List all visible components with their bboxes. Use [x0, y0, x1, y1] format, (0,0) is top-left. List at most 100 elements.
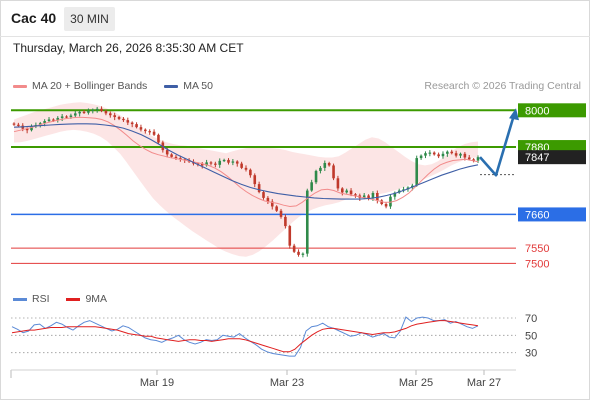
candle-body — [231, 161, 235, 163]
ma9-swatch — [66, 297, 81, 301]
candle-body — [12, 123, 16, 125]
candle-body — [428, 152, 432, 154]
legend-ma50: MA 50 — [164, 80, 213, 92]
candle-body — [341, 188, 344, 193]
price-legend: MA 20 + Bollinger Bands MA 50 — [13, 80, 227, 92]
level-label-7500: 7500 — [525, 258, 549, 270]
candle-body — [122, 118, 125, 121]
rsi-legend: RSI 9MA — [13, 293, 121, 305]
header-divider — [0, 36, 590, 37]
legend-rsi-label: RSI — [32, 293, 50, 305]
candle-body — [376, 192, 379, 201]
candle-body — [30, 126, 33, 131]
candle-body — [432, 152, 436, 155]
candle-body — [222, 159, 226, 162]
candle-body — [200, 163, 204, 166]
candle-body — [310, 182, 313, 191]
candle-body — [135, 124, 138, 128]
candle-body — [284, 216, 287, 227]
candle-body — [419, 155, 423, 159]
candle-body — [152, 131, 156, 135]
candle-body — [117, 117, 121, 119]
rsi-tick-label: 50 — [525, 330, 537, 342]
candle-body — [266, 197, 270, 202]
candle-body — [104, 110, 108, 114]
candle-body — [393, 192, 397, 197]
level-label-text: 8000 — [525, 105, 549, 117]
candle-body — [130, 122, 134, 125]
ma20-line — [13, 116, 479, 208]
rsi-swatch — [13, 297, 27, 301]
candle-body — [78, 111, 81, 114]
candle-body — [148, 131, 151, 133]
ma50-line — [13, 123, 479, 200]
candle-body — [301, 253, 305, 255]
level-label-text: 7550 — [525, 243, 549, 255]
candle-body — [262, 192, 265, 198]
candle-body — [214, 163, 217, 165]
candle-body — [52, 119, 55, 121]
candle-body — [38, 123, 42, 126]
candle-body — [459, 153, 462, 156]
candle-body — [227, 159, 230, 163]
ma9-line — [11, 320, 479, 353]
candle-body — [380, 200, 383, 205]
level-label-text: 7847 — [525, 152, 549, 164]
candle-body — [205, 162, 208, 166]
candle-body — [349, 190, 353, 195]
candle-body — [69, 115, 73, 118]
legend-ma20: MA 20 + Bollinger Bands — [13, 80, 147, 92]
chart-datetime: Thursday, March 26, 2026 8:35:30 AM CET — [13, 41, 244, 55]
candle-body — [336, 178, 340, 189]
candle-body — [235, 161, 239, 164]
candle-body — [165, 150, 169, 155]
x-tick-label: Mar 19 — [140, 377, 174, 389]
candle-body — [56, 117, 60, 121]
candle-body — [73, 113, 77, 116]
candle-body — [82, 111, 86, 114]
candle-body — [174, 156, 178, 159]
instrument-title: Cac 40 — [11, 10, 57, 26]
candle-body — [47, 119, 51, 122]
timeframe-button[interactable]: 30 MIN — [64, 7, 115, 31]
candle-body — [95, 108, 99, 110]
candle-body — [476, 157, 480, 161]
candle-body — [218, 160, 222, 165]
candle-body — [113, 115, 116, 118]
candle-body — [463, 153, 467, 158]
candle-body — [139, 127, 143, 130]
candle-body — [441, 153, 445, 157]
candle-body — [91, 109, 95, 111]
x-tick-label: Mar 25 — [399, 377, 433, 389]
level-label-8000: 8000 — [518, 103, 586, 118]
rsi-tick-label: 30 — [525, 348, 537, 360]
candle-body — [323, 162, 327, 168]
legend-rsi: RSI — [13, 293, 50, 305]
candle-body — [389, 196, 392, 207]
forecast-arrow — [479, 117, 515, 177]
candle-body — [332, 165, 335, 179]
level-label-7847: 7847 — [518, 150, 586, 165]
rsi-line — [11, 316, 479, 357]
ma20-swatch — [13, 84, 27, 88]
level-label-7660: 7660 — [518, 207, 586, 222]
candle-body — [170, 154, 173, 157]
rsi-tick-label: 70 — [525, 313, 537, 325]
candle-body — [257, 184, 261, 193]
candle-body — [424, 153, 427, 156]
candle-body — [209, 162, 213, 164]
bollinger-band — [14, 102, 478, 257]
candle-body — [157, 134, 160, 143]
candle-body — [367, 195, 370, 199]
candle-body — [415, 158, 419, 186]
candle-body — [288, 226, 292, 246]
legend-9ma: 9MA — [66, 293, 107, 305]
candle-body — [371, 192, 375, 199]
chart-header: Cac 40 30 MIN — [0, 0, 590, 36]
candle-body — [437, 154, 440, 157]
candle-body — [292, 245, 296, 252]
candle-body — [270, 201, 274, 207]
candle-body — [87, 110, 90, 113]
candle-body — [279, 210, 283, 217]
research-credit: Research © 2026 Trading Central — [424, 80, 581, 92]
